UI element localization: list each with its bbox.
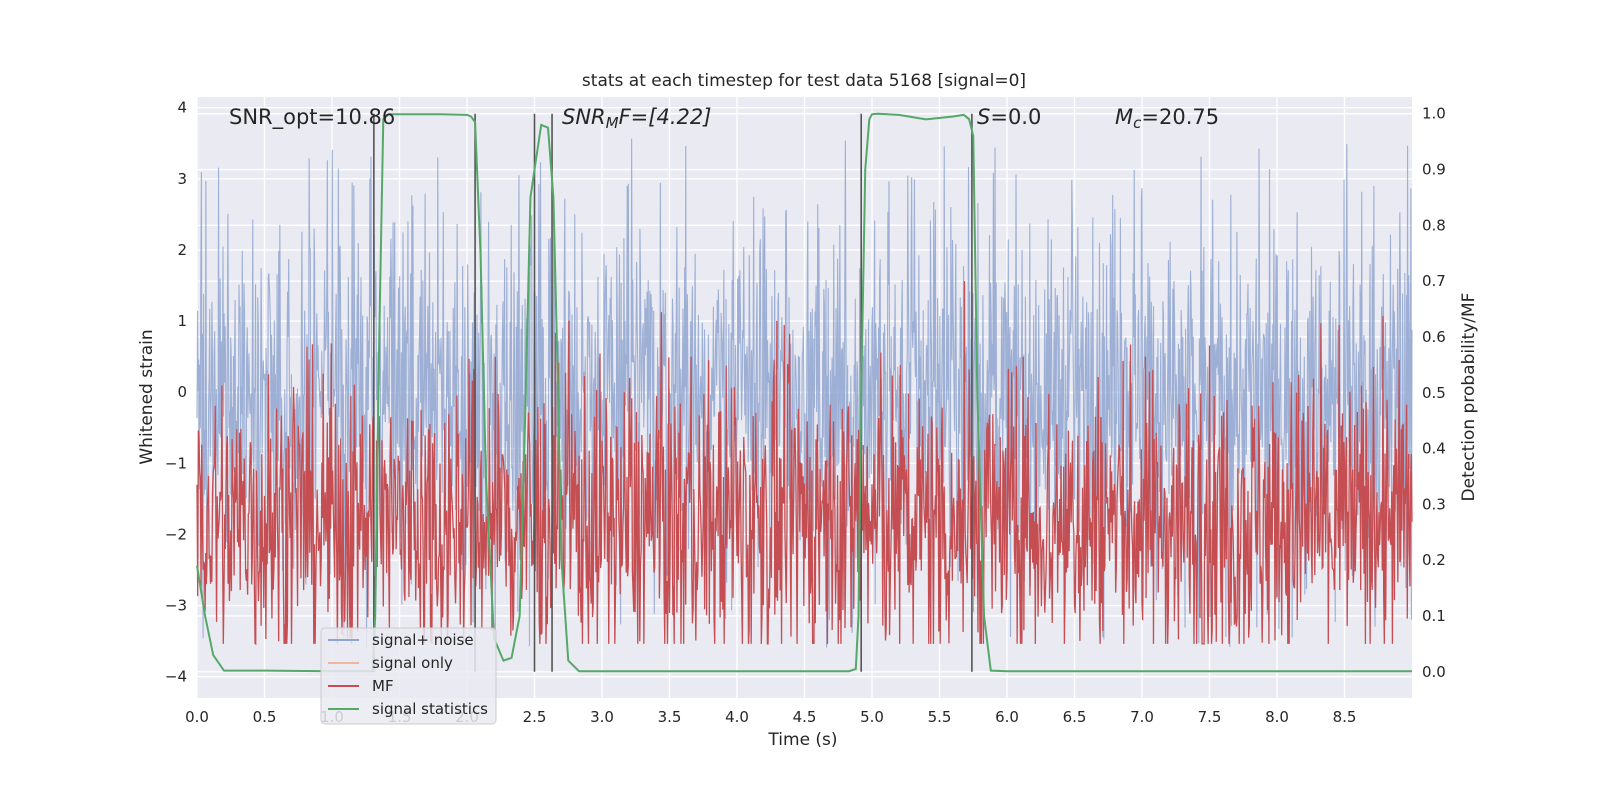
x-tick-label: 8.5	[1333, 708, 1357, 726]
left-y-tick-label: 4	[177, 99, 187, 117]
left-y-tick-label: 1	[177, 312, 187, 330]
left-y-tick-label: −1	[165, 454, 187, 472]
x-tick-label: 2.5	[523, 708, 547, 726]
left-y-tick-label: 3	[177, 170, 187, 188]
x-tick-label: 6.0	[995, 708, 1019, 726]
mf-series	[196, 281, 1413, 646]
chart-title: stats at each timestep for test data 516…	[582, 71, 1026, 91]
snr-mf-annotation: SNRMF=[4.22]	[562, 105, 711, 132]
left-y-axis-label: Whitened strain	[137, 329, 157, 464]
signal-statistics-line	[196, 112, 1412, 673]
left-y-tick-label: 0	[177, 383, 187, 401]
right-y-tick-label: 0.7	[1422, 272, 1446, 290]
left-y-tick-label: 2	[177, 241, 187, 259]
x-tick-label: 4.5	[793, 708, 817, 726]
right-y-tick-label: 0.6	[1422, 328, 1446, 346]
x-tick-label: 5.5	[928, 708, 952, 726]
right-y-axis-label: Detection probability/MF	[1459, 293, 1479, 502]
x-tick-label: 8.0	[1265, 708, 1289, 726]
right-y-tick-label: 0.2	[1422, 551, 1446, 569]
left-y-tick-label: −4	[165, 668, 187, 686]
right-y-tick-label: 0.3	[1422, 495, 1446, 513]
snr-mf-sub: M	[606, 114, 619, 132]
mc-sub: c	[1133, 114, 1142, 132]
right-y-tick-label: 0.4	[1422, 440, 1446, 458]
legend-label-signal-statistics: signal statistics	[372, 700, 488, 718]
right-y-tick-labels: 1.0 0.9 0.8 0.7 0.6 0.5 0.4 0.3 0.2 0.1 0.0	[1422, 105, 1446, 681]
snr-mf-main: SNR	[562, 105, 606, 129]
s-annotation: S=0.0	[977, 105, 1041, 129]
signal-statistics-series	[196, 112, 1412, 673]
x-tick-label: 3.0	[590, 708, 614, 726]
legend: signal+ noise signal only MF signal stat…	[320, 627, 497, 725]
left-y-tick-label: −2	[165, 525, 187, 543]
legend-label-signal-only: signal only	[372, 654, 453, 672]
x-tick-label: 5.0	[860, 708, 884, 726]
right-y-tick-label: 1.0	[1422, 105, 1446, 123]
x-tick-label: 6.5	[1063, 708, 1087, 726]
x-tick-label: 7.5	[1198, 708, 1222, 726]
right-y-tick-label: 0.9	[1422, 161, 1446, 179]
legend-label-signal-noise: signal+ noise	[372, 631, 474, 649]
left-y-tick-label: −3	[165, 597, 187, 615]
s-value: =0.0	[990, 105, 1041, 129]
mc-value: =20.75	[1141, 105, 1219, 129]
right-y-tick-label: 0.1	[1422, 607, 1446, 625]
snr-mf-rest: F=[4.22]	[619, 105, 712, 129]
left-y-tick-labels: 4 3 2 1 0 −1 −2 −3 −4	[165, 99, 187, 686]
mc-annotation: Mc=20.75	[1115, 105, 1219, 132]
legend-label-mf: MF	[372, 677, 394, 695]
x-tick-label: 7.0	[1130, 708, 1154, 726]
x-tick-label: 0.5	[253, 708, 277, 726]
mc-main: M	[1115, 105, 1133, 129]
x-tick-label: 4.0	[725, 708, 749, 726]
legend-box	[320, 627, 497, 725]
mf-line	[196, 281, 1413, 646]
snr-opt-annotation: SNR_opt=10.86	[229, 105, 395, 130]
right-y-tick-label: 0.5	[1422, 384, 1446, 402]
x-axis-label: Time (s)	[767, 730, 837, 750]
x-tick-label: 0.0	[185, 708, 209, 726]
s-italic: S	[977, 105, 990, 129]
x-tick-label: 3.5	[658, 708, 682, 726]
right-y-tick-label: 0.0	[1422, 663, 1446, 681]
right-y-tick-label: 0.8	[1422, 216, 1446, 234]
